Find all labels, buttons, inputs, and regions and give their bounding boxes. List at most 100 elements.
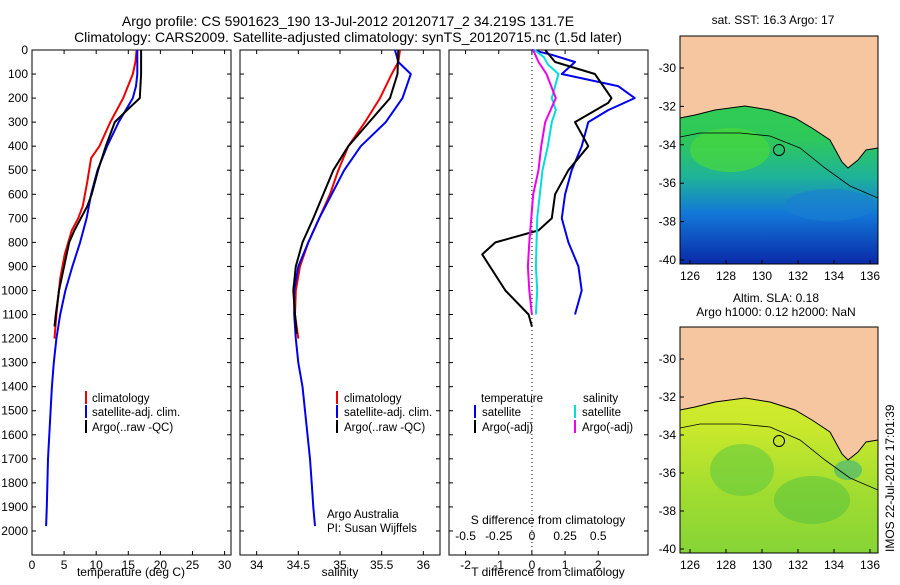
map-lat-label: -34: [659, 428, 677, 442]
x-tick-label: 25: [186, 558, 200, 572]
map-lat-label: -40: [659, 542, 677, 556]
temperature-axes-box: [31, 49, 232, 556]
s-tick-label: 0.5: [590, 529, 607, 543]
sla-map-title-line1: Altim. SLA: 0.18: [733, 291, 819, 305]
map-lon-label: 136: [860, 558, 880, 572]
depth-tick-label: 500: [8, 163, 28, 177]
x-tick-label: 10: [90, 558, 104, 572]
depth-tick-label: 1600: [1, 428, 28, 442]
sla-land: [680, 327, 878, 460]
x-tick-label: 34.5: [287, 558, 311, 572]
sla-map-ticks: 126 128 130 132 134 136 -30 -32 -34 -36 -38 -40: [659, 352, 881, 572]
x-tick-label: 34: [250, 558, 264, 572]
figure-title-line1: Argo profile: CS 5901623_190 13-Jul-2012…: [122, 13, 574, 29]
legend-label-climatology: climatology: [344, 393, 402, 405]
timestamp-stamp: IMOS 22-Jul-2012 17:01:39: [883, 404, 897, 552]
argo-australia-annotation: Argo Australia: [327, 509, 399, 521]
map-lat-label: -36: [659, 176, 677, 190]
sla-map-title-line2: Argo h1000: 0.12 h2000: NaN: [696, 305, 855, 319]
depth-ticks: 0 100 200 300 400 500 600 700 800 900 1000 1100 1200…: [1, 43, 648, 538]
depth-tick-label: 1300: [1, 356, 28, 370]
legend-label-t-argo: Argo(-adj): [482, 422, 533, 434]
map-lat-label: -38: [659, 504, 677, 518]
map-lat-label: -32: [659, 390, 677, 404]
depth-tick-label: 1000: [1, 283, 28, 297]
pi-annotation: PI: Susan Wijffels: [327, 523, 417, 535]
s-tick-label: -0.25: [485, 529, 513, 543]
depth-tick-label: 2000: [1, 524, 28, 538]
sst-map: sat. SST: 16.3 Argo: 17 126 128 130 132 134 1…: [659, 13, 881, 283]
map-lon-label: 126: [680, 269, 700, 283]
salinity-legend: climatology satellite-adj. clim. Argo(..…: [336, 391, 432, 434]
salinity-axis-label: salinity: [322, 565, 359, 579]
sla-map: Altim. SLA: 0.18 Argo h1000: 0.12 h2000:…: [659, 291, 881, 572]
x-tick-label: -1: [493, 558, 504, 572]
sst-map-ticks: 126 128 130 132 134 136 -30 -32 -34 -36 -38 -40: [659, 61, 881, 283]
legend-label-t-satellite: satellite: [482, 407, 521, 419]
depth-tick-label: 700: [8, 211, 28, 225]
figure-title-line2: Climatology: CARS2009. Satellite-adjuste…: [74, 29, 622, 45]
legend-label-s-argo: Argo(-adj): [582, 422, 633, 434]
depth-tick-label: 0: [21, 43, 28, 57]
map-lat-label: -36: [659, 466, 677, 480]
sla-green-patch-2: [774, 476, 850, 524]
legend-label-satellite: satellite-adj. clim.: [344, 407, 432, 419]
salinity-series: [292, 49, 412, 527]
difference-legend: temperature salinity satellite Argo(-adj…: [474, 393, 633, 434]
x-tick-label: 15: [122, 558, 136, 572]
sst-map-field: [680, 36, 878, 264]
sst-argo-marker: [773, 144, 785, 156]
series-line-satellite-adj-clim-: [45, 50, 139, 527]
depth-tick-label: 1400: [1, 380, 28, 394]
temperature-panel: 0100200300400500600700800900100011001200…: [1, 43, 648, 579]
temperature-axis-label: temperature (deg C): [77, 565, 185, 579]
sst-map-title: sat. SST: 16.3 Argo: 17: [712, 13, 835, 27]
map-lat-label: -32: [659, 99, 677, 113]
map-lat-label: -34: [659, 138, 677, 152]
sst-map-frame: [679, 35, 879, 265]
series-line-salinity-satellite: [533, 49, 560, 315]
x-tick-label: 1: [562, 558, 569, 572]
sla-argo-marker: [773, 435, 785, 447]
map-lon-label: 134: [824, 558, 844, 572]
legend-label-climatology: climatology: [92, 393, 150, 405]
x-tick-label: 5: [61, 558, 68, 572]
series-line-temperature-satellite: [531, 49, 636, 315]
s-difference-ticks: -0.5 -0.25 0 0.25 0.5: [455, 529, 607, 543]
depth-tick-label: 1900: [1, 500, 28, 514]
depth-tick-label: 1500: [1, 404, 28, 418]
series-line-climatology: [53, 49, 138, 339]
series-line-argo-raw-qc-: [53, 50, 143, 327]
legend-label-satellite: satellite-adj. clim.: [92, 407, 180, 419]
sst-coastline: [680, 105, 878, 169]
difference-series: [481, 49, 636, 327]
x-tick-label: 35.5: [370, 558, 394, 572]
salinity-ticks: 34 34.5 35 35.5 36: [250, 50, 430, 572]
map-lon-label: 130: [752, 269, 772, 283]
depth-tick-label: 200: [8, 91, 28, 105]
series-line-salinity-argo-adj-: [526, 49, 557, 315]
x-tick-label: 0: [529, 558, 536, 572]
depth-tick-label: 400: [8, 139, 28, 153]
map-lat-label: -40: [659, 253, 677, 267]
depth-tick-label: 1700: [1, 452, 28, 466]
salinity-panel: 34 34.5 35 35.5 36 climatology satellite-adj…: [239, 49, 441, 579]
depth-tick-label: 300: [8, 115, 28, 129]
series-line-argo-raw-qc-: [292, 49, 400, 334]
sst-cool-patch: [785, 189, 875, 221]
legend-title-salinity: salinity: [583, 393, 618, 405]
x-tick-label: 0: [29, 558, 36, 572]
s-tick-label: 0.25: [553, 529, 577, 543]
s-tick-label: -0.5: [455, 529, 476, 543]
difference-panel: -2 -1 0 1 2 -0.5 -0.25 0 0.25 0.5 temperature sa…: [448, 49, 649, 579]
map-lon-label: 136: [860, 269, 880, 283]
x-tick-label: -2: [460, 558, 471, 572]
map-lon-label: 130: [752, 558, 772, 572]
s-tick-label: 0: [529, 529, 536, 543]
sla-map-frame: [679, 326, 879, 554]
series-line-satellite-adj-clim-: [293, 49, 412, 527]
map-lat-label: -30: [659, 352, 677, 366]
map-lon-label: 132: [788, 558, 808, 572]
legend-label-argo: Argo(..raw -QC): [92, 422, 173, 434]
